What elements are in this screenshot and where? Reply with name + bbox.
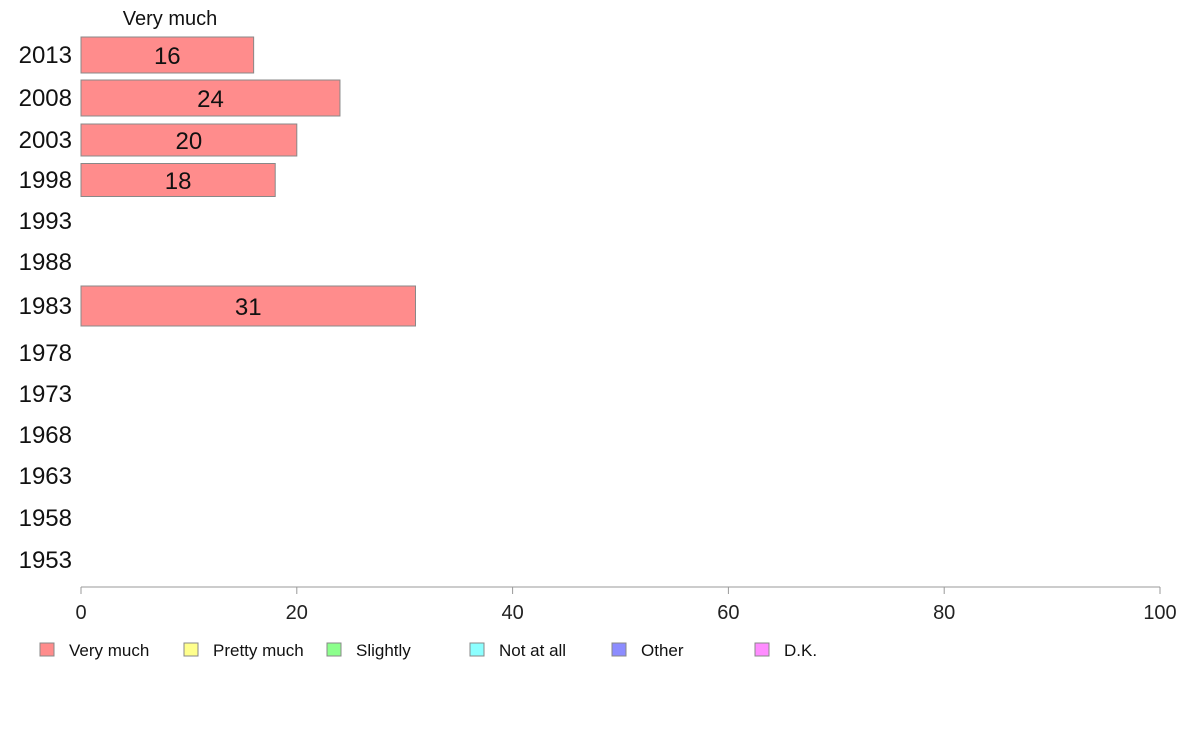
year-labels: 2013 2008 2003 1998 1993 1988 1983 1978 1973 1968… <box>19 42 72 574</box>
legend: Very much Pretty much Slightly Not at all Ot… <box>39 641 817 660</box>
year-label-1978: 1978 <box>19 340 72 367</box>
x-tick-label-80: 80 <box>933 602 955 624</box>
year-label-1983: 1983 <box>19 293 72 320</box>
year-label-1953: 1953 <box>19 547 72 574</box>
legend-swatch-pretty-much <box>183 642 199 657</box>
legend-label-very-much: Very much <box>69 641 149 660</box>
year-label-1998: 1998 <box>19 167 72 194</box>
year-label-1988: 1988 <box>19 249 72 276</box>
legend-swatch-slightly <box>326 642 342 657</box>
legend-label-d-k: D.K. <box>784 641 817 660</box>
year-label-2003: 2003 <box>19 127 72 154</box>
x-tick-label-60: 60 <box>717 602 739 624</box>
x-tick-label-0: 0 <box>75 602 86 624</box>
legend-label-other: Other <box>641 641 684 660</box>
legend-swatch-very-much <box>39 642 55 657</box>
legend-label-not-at-all: Not at all <box>499 641 566 660</box>
series-title: Very much <box>123 8 217 30</box>
bar-value-label-2008: 24 <box>197 86 224 113</box>
x-tick-label-100: 100 <box>1143 602 1176 624</box>
year-label-2008: 2008 <box>19 85 72 112</box>
year-label-1993: 1993 <box>19 208 72 235</box>
bar-1998 <box>80 163 276 197</box>
bar-1983 <box>80 285 416 327</box>
year-label-1958: 1958 <box>19 505 72 532</box>
x-tick-label-40: 40 <box>501 602 523 624</box>
bar-value-label-2013: 16 <box>154 43 181 70</box>
bar-value-label-2003: 20 <box>176 128 203 155</box>
legend-swatch-other <box>611 642 627 657</box>
bar-2003 <box>80 123 298 157</box>
legend-label-slightly: Slightly <box>356 641 411 660</box>
year-label-1963: 1963 <box>19 463 72 490</box>
x-axis: 0 20 40 60 80 100 <box>75 586 1177 624</box>
year-label-2013: 2013 <box>19 42 72 69</box>
x-tick-label-20: 20 <box>286 602 308 624</box>
legend-swatch-d-k <box>754 642 770 657</box>
bar-2013 <box>80 36 255 74</box>
legend-swatch-not-at-all <box>469 642 485 657</box>
bar-value-label-1998: 18 <box>165 168 192 195</box>
legend-label-pretty-much: Pretty much <box>213 641 304 660</box>
bars: 16 24 20 18 31 <box>80 36 416 327</box>
bar-2008 <box>80 79 341 117</box>
year-label-1968: 1968 <box>19 422 72 449</box>
bar-value-label-1983: 31 <box>235 294 262 321</box>
year-label-1973: 1973 <box>19 381 72 408</box>
